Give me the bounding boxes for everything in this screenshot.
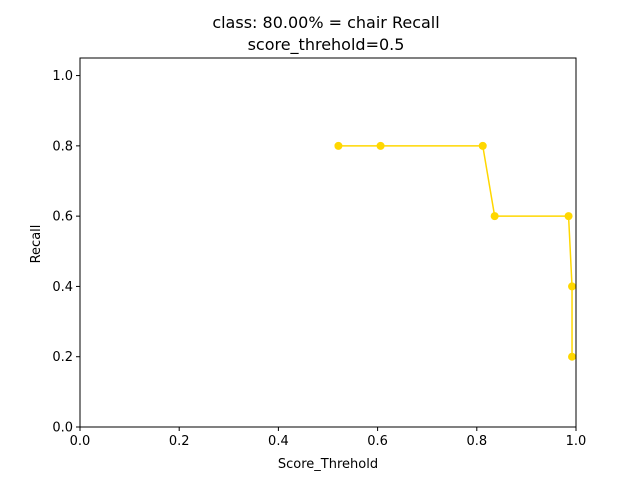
x-tick-label-1: 0.2 (169, 434, 190, 449)
data-point-0-0 (334, 141, 343, 150)
x-tick-label-5: 1.0 (566, 434, 587, 449)
x-tick-label-2: 0.4 (268, 434, 289, 449)
y-tick-label-3: 0.6 (52, 210, 73, 225)
y-tick-label-2: 0.4 (52, 280, 73, 295)
y-tick-label-0: 0.0 (52, 421, 73, 436)
data-point-0-1 (376, 141, 385, 150)
y-tick-label-1: 0.2 (52, 350, 73, 365)
x-axis-label: Score_Threhold (278, 457, 378, 472)
x-tick-label-3: 0.6 (367, 434, 388, 449)
plot-area: 0.0 0.2 0.4 0.6 0.8 1.0 0.0 0.2 0.4 0.6 0.8 1.0 (52, 57, 587, 449)
x-tick-label-0: 0.0 (70, 434, 91, 449)
y-axis-label: Recall (29, 225, 44, 264)
data-point-0-3 (490, 212, 499, 221)
data-point-0-4 (564, 212, 573, 221)
y-tick-label-4: 0.8 (52, 139, 73, 154)
data-point-0-6 (568, 352, 577, 361)
plot-frame (79, 57, 577, 428)
data-point-0-2 (478, 141, 487, 150)
chart-title-line1: class: 80.00% = chair Recall (212, 13, 439, 32)
y-tick-label-5: 1.0 (52, 69, 73, 84)
chart-title-line2: score_threhold=0.5 (248, 35, 405, 55)
series-line-0 (338, 145, 573, 357)
x-tick-label-4: 0.8 (466, 434, 487, 449)
data-point-0-5 (568, 282, 577, 291)
